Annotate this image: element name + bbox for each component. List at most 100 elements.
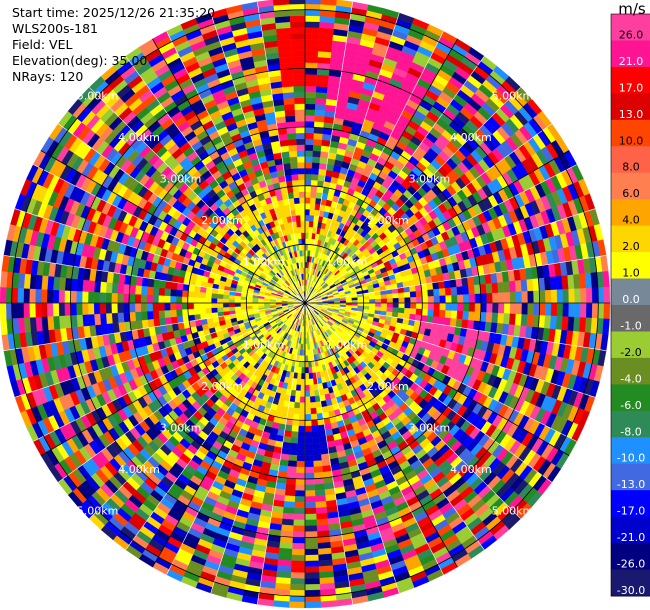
- ppi-gate-cell: [288, 601, 306, 609]
- ppi-gate-cell: [288, 448, 298, 456]
- ppi-gate-cell: [164, 295, 171, 304]
- ppi-gate-cell: [304, 478, 315, 485]
- ppi-gate-cell: [521, 302, 529, 315]
- ppi-gate-cell: [289, 589, 306, 597]
- ppi-gate-cell: [398, 297, 405, 304]
- ppi-gate-cell: [533, 302, 540, 316]
- ppi-gate-cell: [304, 396, 311, 403]
- ppi-gate-cell: [301, 361, 306, 368]
- ppi-gate-cell: [597, 302, 605, 319]
- ppi-gate-cell: [309, 214, 315, 222]
- ppi-gate-cell: [545, 302, 552, 317]
- ppi-gate-cell: [169, 295, 177, 304]
- ppi-gate-cell: [351, 302, 358, 306]
- ppi-gate-cell: [170, 288, 177, 297]
- ppi-gate-cell: [315, 97, 327, 105]
- ppi-gate-cell: [318, 436, 328, 444]
- ppi-gate-cell: [304, 408, 311, 415]
- ppi-gate-cell: [222, 294, 230, 300]
- ppi-gate-cell: [64, 302, 71, 316]
- ppi-gate-cell: [603, 286, 611, 304]
- ppi-gate-cell: [175, 309, 183, 317]
- ppi-gate-cell: [164, 316, 172, 326]
- ppi-gate-cell: [175, 289, 183, 297]
- ppi-gate-cell: [58, 289, 65, 304]
- ppi-gate-cell: [293, 507, 306, 515]
- ppi-gate-cell: [304, 443, 313, 450]
- ppi-gate-cell: [290, 437, 299, 444]
- ppi-gate-cell: [375, 302, 382, 308]
- ppi-gate-cell: [562, 289, 570, 304]
- ppi-gate-cell: [304, 490, 316, 497]
- ppi-gate-cell: [602, 270, 610, 288]
- ppi-gate-cell: [199, 308, 206, 315]
- ppi-gate-cell: [304, 384, 310, 392]
- ppi-gate-cell: [580, 288, 587, 304]
- ppi-gate-cell: [309, 209, 315, 216]
- ppi-gate-cell: [123, 293, 130, 304]
- ppi-gate-cell: [474, 284, 481, 295]
- ppi-gate-cell: [81, 302, 89, 315]
- ppi-gate-cell: [308, 372, 314, 380]
- ppi-gate-cell: [281, 441, 291, 449]
- ppi-gate-cell: [146, 286, 154, 296]
- ppi-gate-cell: [304, 378, 310, 386]
- ppi-gate-cell: [304, 44, 319, 52]
- ppi-gate-cell: [313, 472, 324, 479]
- ppi-gate-cell: [205, 307, 212, 314]
- ppi-gate-cell: [556, 289, 564, 304]
- ppi-gate-cell: [298, 425, 306, 433]
- ppi-gate-cell: [234, 299, 241, 304]
- ppi-gate-cell: [169, 302, 177, 311]
- ppi-gate-cell: [304, 56, 319, 63]
- ppi-gate-cell: [222, 306, 230, 312]
- ppi-gate-cell: [545, 289, 552, 304]
- ppi-gate-cell: [134, 285, 142, 295]
- ppi-gate-cell: [272, 600, 290, 608]
- ppi-gate-cell: [280, 524, 294, 532]
- ppi-gate-cell: [603, 302, 611, 320]
- ppi-gate-cell: [187, 308, 195, 316]
- ppi-gate-cell: [296, 460, 306, 468]
- ppi-gate-cell: [304, 367, 309, 374]
- ppi-gate-cell: [310, 413, 318, 421]
- ppi-gate-cell: [35, 288, 42, 304]
- ppi-gate-cell: [309, 384, 315, 392]
- ppi-gate-cell: [146, 294, 153, 304]
- ppi-gate-cell: [304, 572, 320, 579]
- ppi-gate-cell: [562, 302, 570, 317]
- ppi-gate-cell: [319, 157, 329, 165]
- ppi-gate-cell: [246, 302, 253, 307]
- ppi-gate-cell: [404, 291, 411, 298]
- ppi-gate-cell: [410, 297, 417, 304]
- ppi-gate-cell: [498, 292, 505, 304]
- ppi-gate-cell: [99, 281, 107, 293]
- ppi-gate-cell: [281, 518, 294, 526]
- ppi-gate-cell: [293, 513, 306, 521]
- ppi-gate-cell: [497, 312, 505, 324]
- ppi-gate-cell: [304, 525, 318, 532]
- ppi-gate-cell: [316, 524, 330, 532]
- ppi-gate-cell: [291, 543, 306, 550]
- ppi-gate-cell: [301, 367, 306, 374]
- ppi-gate-cell: [450, 286, 458, 296]
- ppi-gate-cell: [193, 302, 200, 309]
- ppi-gate-cell: [520, 279, 528, 292]
- ppi-gate-cell: [295, 384, 301, 392]
- ppi-gate-cell: [298, 419, 306, 427]
- ppi-gate-cell: [76, 302, 83, 316]
- ppi-gate-cell: [309, 203, 316, 210]
- ppi-gate-cell: [140, 294, 148, 304]
- ppi-gate-cell: [307, 355, 312, 362]
- ppi-gate-cell: [304, 144, 314, 151]
- ppi-gate-cell: [228, 298, 235, 304]
- ppi-gate-cell: [304, 15, 321, 22]
- ppi-gate-cell: [421, 296, 429, 304]
- ppi-gate-cell: [193, 291, 201, 298]
- ppi-gate-cell: [93, 291, 101, 304]
- ppi-gate-cell: [317, 56, 331, 64]
- ppi-gate-cell: [105, 302, 112, 314]
- ppi-gate-cell: [574, 302, 581, 318]
- ppi-gate-cell: [297, 431, 306, 439]
